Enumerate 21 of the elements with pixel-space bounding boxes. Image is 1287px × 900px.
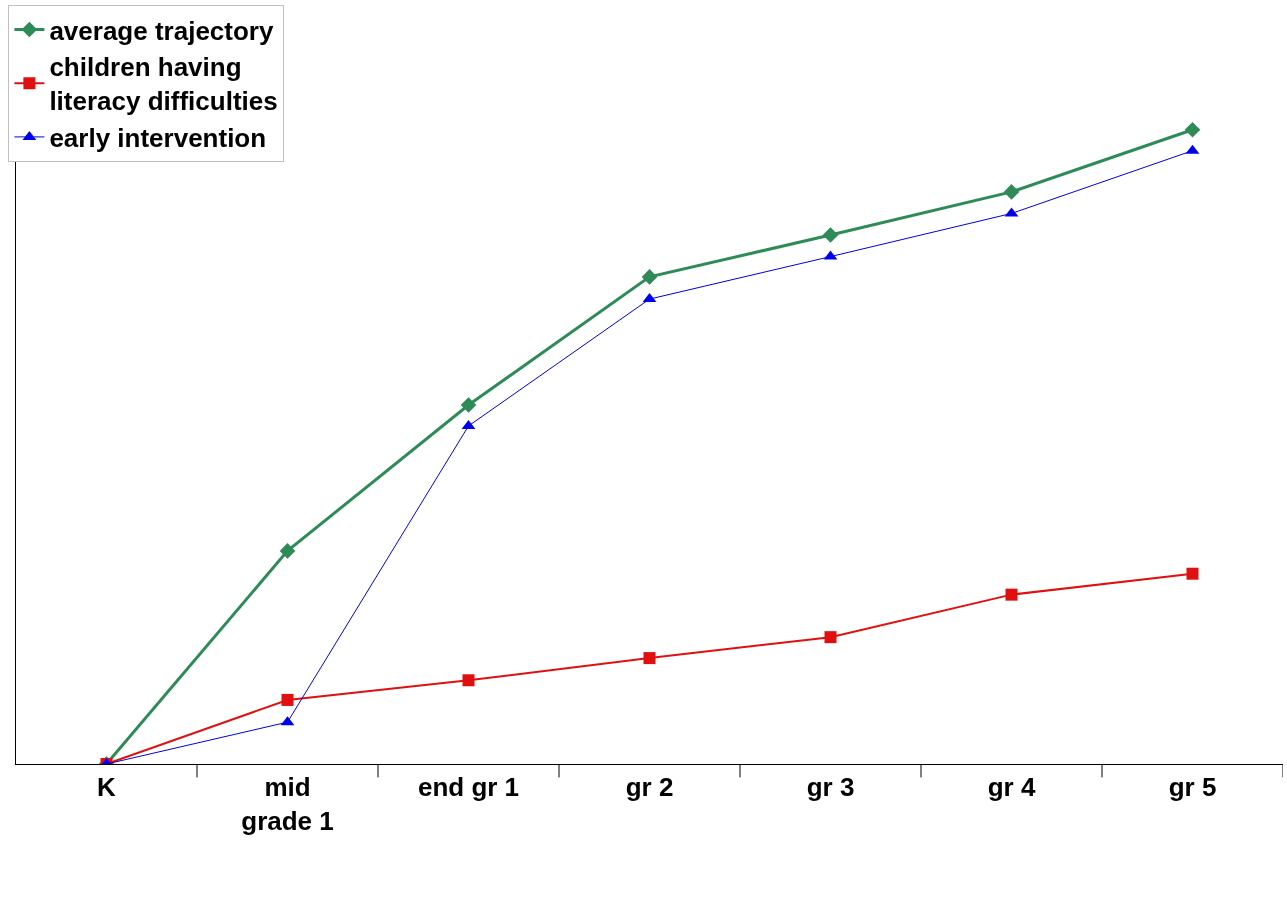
x-tick-label: end gr 1 xyxy=(417,772,520,803)
point xyxy=(1186,567,1199,580)
legend-label: early intervention xyxy=(49,123,267,154)
x-tick-label: gr 2 xyxy=(625,772,674,803)
point xyxy=(641,269,658,285)
point xyxy=(822,227,839,243)
point xyxy=(279,543,296,559)
point xyxy=(1003,184,1020,200)
x-tick-label: gr 3 xyxy=(806,772,855,803)
point xyxy=(824,631,837,644)
x-tick-label: gr 4 xyxy=(987,772,1036,803)
x-tick-label: K xyxy=(97,772,117,803)
x-tick-label: mid grade 1 xyxy=(241,772,334,836)
legend-label: average trajectory xyxy=(49,15,274,46)
point xyxy=(460,397,477,413)
x-tick-label: gr 5 xyxy=(1168,772,1217,803)
point xyxy=(462,674,475,687)
point xyxy=(1184,121,1201,138)
point xyxy=(643,652,656,665)
point xyxy=(1005,588,1018,601)
point xyxy=(281,693,294,706)
